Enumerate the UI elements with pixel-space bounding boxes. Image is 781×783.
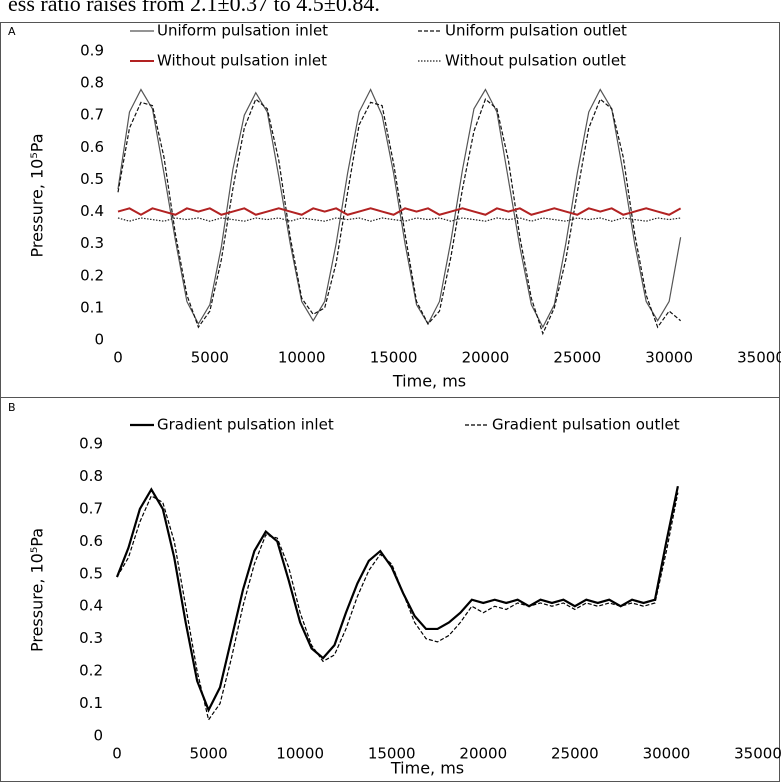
data-line xyxy=(117,88,682,329)
y-tick-label: 0.9 xyxy=(79,435,103,453)
y-tick-label: 0.6 xyxy=(80,138,104,156)
header-text: ess ratio raises from 2.1±0.37 to 4.5±0.… xyxy=(8,0,380,16)
y-tick-label: 0.6 xyxy=(79,532,103,550)
panel-label: B xyxy=(8,401,16,414)
x-tick-label: 25000 xyxy=(553,349,601,367)
x-tick-label: 5000 xyxy=(191,349,229,367)
x-tick-label: 20000 xyxy=(459,745,507,763)
x-tick-label: 0 xyxy=(112,745,122,763)
x-tick-label: 0 xyxy=(113,349,123,367)
legend-label: Without pulsation outlet xyxy=(445,52,626,70)
y-tick-label: 0.8 xyxy=(80,74,104,92)
data-line xyxy=(115,485,679,713)
data-line xyxy=(117,207,682,216)
x-axis-label: Time, ms xyxy=(392,372,466,391)
x-tick-label: 10000 xyxy=(278,349,326,367)
y-tick-label: 0.3 xyxy=(80,234,104,252)
y-tick-label: 0.3 xyxy=(79,629,103,647)
data-line xyxy=(116,492,679,722)
x-tick-label: 30000 xyxy=(645,349,693,367)
x-tick-label: 20000 xyxy=(462,349,510,367)
y-tick-label: 0.1 xyxy=(79,694,103,712)
y-tick-label: 0.4 xyxy=(80,202,104,220)
y-axis-label: Pressure, 10⁵Pa xyxy=(28,528,47,652)
x-tick-label: 5000 xyxy=(189,745,227,763)
x-tick-label: 25000 xyxy=(551,745,599,763)
panel-frame xyxy=(0,22,780,398)
x-tick-label: 30000 xyxy=(643,745,691,763)
x-axis-label: Time, ms xyxy=(390,759,464,778)
legend-label: Uniform pulsation inlet xyxy=(157,22,328,40)
y-tick-label: 0.5 xyxy=(79,564,103,582)
y-tick-label: 0.4 xyxy=(79,597,103,615)
legend-label: Gradient pulsation inlet xyxy=(157,416,334,434)
x-tick-label: 35000 xyxy=(734,745,781,763)
y-tick-label: 0.1 xyxy=(80,298,104,316)
legend-label: Gradient pulsation outlet xyxy=(492,416,680,434)
y-axis-label: Pressure, 10⁵Pa xyxy=(28,134,47,258)
y-tick-label: 0.9 xyxy=(80,42,104,60)
x-tick-label: 15000 xyxy=(370,349,418,367)
y-tick-label: 0.7 xyxy=(80,106,104,124)
y-tick-label: 0.5 xyxy=(80,170,104,188)
x-tick-label: 35000 xyxy=(737,349,781,367)
legend-label: Without pulsation inlet xyxy=(157,52,327,70)
x-tick-label: 10000 xyxy=(276,745,324,763)
panel-label: A xyxy=(8,25,16,38)
y-tick-label: 0 xyxy=(94,331,104,349)
y-tick-label: 0.2 xyxy=(79,662,103,680)
data-line xyxy=(117,98,682,336)
y-tick-label: 0.8 xyxy=(79,467,103,485)
legend-label: Uniform pulsation outlet xyxy=(445,22,627,40)
data-line xyxy=(117,217,681,222)
y-tick-label: 0.2 xyxy=(80,266,104,284)
y-tick-label: 0 xyxy=(93,727,103,745)
panel-frame xyxy=(0,397,780,782)
x-tick-label: 15000 xyxy=(368,745,416,763)
y-tick-label: 0.7 xyxy=(79,499,103,517)
